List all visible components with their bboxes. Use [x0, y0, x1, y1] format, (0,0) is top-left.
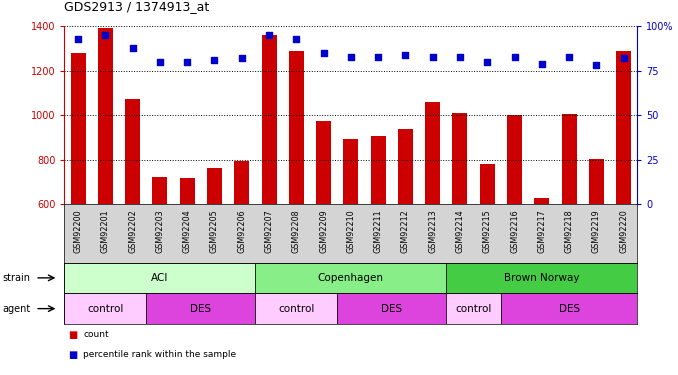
Bar — [343, 139, 359, 204]
Bar — [425, 102, 440, 204]
Bar — [180, 178, 195, 204]
Text: GSM92220: GSM92220 — [619, 209, 629, 253]
Bar — [337, 293, 446, 324]
Point — [591, 62, 602, 68]
Text: GSM92216: GSM92216 — [510, 209, 519, 253]
Text: GSM92211: GSM92211 — [374, 209, 382, 253]
Bar — [262, 35, 277, 204]
Text: GSM92200: GSM92200 — [73, 209, 83, 253]
Text: GSM92215: GSM92215 — [483, 209, 492, 253]
Text: ■: ■ — [68, 350, 77, 360]
Point — [509, 54, 520, 60]
Text: GSM92207: GSM92207 — [264, 209, 273, 253]
Bar — [153, 177, 167, 204]
Bar — [64, 262, 256, 293]
Bar — [98, 28, 113, 204]
Bar — [125, 99, 140, 204]
Text: GSM92217: GSM92217 — [538, 209, 546, 253]
Point — [100, 32, 111, 38]
Point — [318, 50, 329, 56]
Bar — [207, 168, 222, 204]
Text: GSM92213: GSM92213 — [428, 209, 437, 253]
Point — [345, 54, 357, 60]
Point — [182, 59, 193, 65]
Text: GSM92208: GSM92208 — [292, 209, 301, 253]
Bar — [616, 51, 631, 204]
Text: DES: DES — [191, 304, 212, 313]
Point — [373, 54, 384, 60]
Point — [291, 36, 302, 42]
Text: control: control — [87, 304, 123, 313]
Text: GSM92205: GSM92205 — [210, 209, 219, 253]
Bar — [398, 129, 413, 204]
Text: GDS2913 / 1374913_at: GDS2913 / 1374913_at — [64, 0, 210, 13]
Bar — [452, 113, 468, 204]
Text: Copenhagen: Copenhagen — [318, 273, 384, 283]
Bar — [561, 114, 576, 204]
Point — [209, 57, 220, 63]
Text: GSM92210: GSM92210 — [346, 209, 355, 253]
Point — [454, 54, 465, 60]
Text: control: control — [278, 304, 315, 313]
Bar — [446, 293, 501, 324]
Point — [400, 52, 411, 58]
Text: GSM92203: GSM92203 — [155, 209, 164, 253]
Bar — [71, 53, 85, 204]
Text: GSM92209: GSM92209 — [319, 209, 328, 253]
Text: GSM92201: GSM92201 — [101, 209, 110, 253]
Bar — [480, 164, 495, 204]
Text: strain: strain — [2, 273, 30, 283]
Bar — [146, 293, 256, 324]
Bar — [371, 136, 386, 204]
Bar — [289, 51, 304, 204]
Text: GSM92206: GSM92206 — [237, 209, 246, 253]
Bar — [234, 161, 250, 204]
Point — [563, 54, 574, 60]
Bar — [534, 198, 549, 204]
Text: GSM92214: GSM92214 — [456, 209, 464, 253]
Text: ACI: ACI — [151, 273, 169, 283]
Point — [482, 59, 493, 65]
Bar — [256, 262, 446, 293]
Text: percentile rank within the sample: percentile rank within the sample — [83, 350, 237, 359]
Text: GSM92218: GSM92218 — [565, 209, 574, 253]
Bar — [316, 121, 331, 204]
Point — [127, 45, 138, 51]
Text: control: control — [456, 304, 492, 313]
Bar — [501, 293, 637, 324]
Text: DES: DES — [559, 304, 580, 313]
Text: Brown Norway: Brown Norway — [504, 273, 580, 283]
Text: DES: DES — [381, 304, 402, 313]
Point — [237, 56, 247, 62]
Text: GSM92219: GSM92219 — [592, 209, 601, 253]
Text: GSM92212: GSM92212 — [401, 209, 410, 253]
Point — [264, 32, 275, 38]
Bar — [507, 116, 522, 204]
Point — [427, 54, 438, 60]
Bar — [256, 293, 337, 324]
Text: GSM92204: GSM92204 — [182, 209, 192, 253]
Bar — [64, 293, 146, 324]
Point — [618, 56, 629, 62]
Text: GSM92202: GSM92202 — [128, 209, 137, 253]
Point — [155, 59, 165, 65]
Text: agent: agent — [2, 304, 31, 313]
Bar — [446, 262, 637, 293]
Bar — [589, 159, 604, 204]
Point — [536, 61, 547, 67]
Point — [73, 36, 83, 42]
Text: ■: ■ — [68, 330, 77, 340]
Text: count: count — [83, 330, 109, 339]
